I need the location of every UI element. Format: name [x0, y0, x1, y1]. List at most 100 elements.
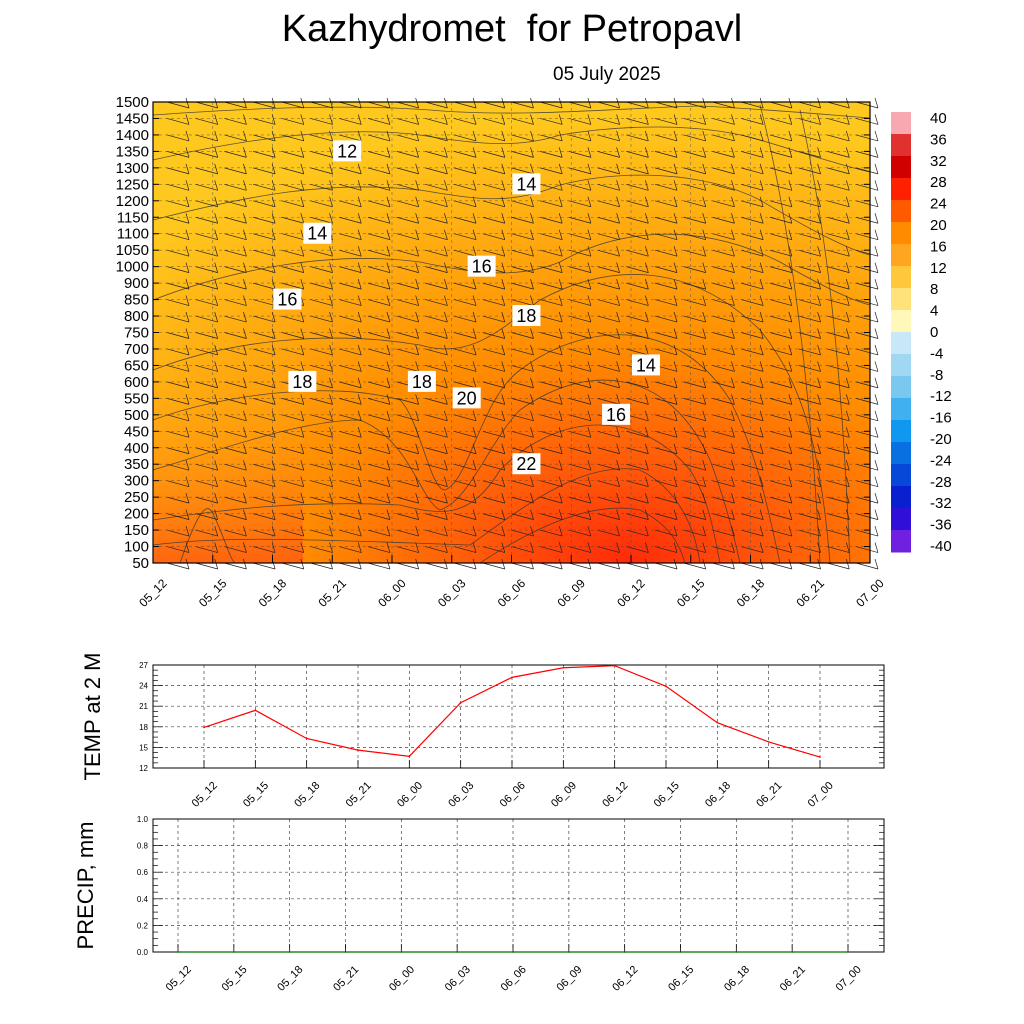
wind-barb-shaft: [855, 496, 879, 504]
wind-barb-shaft: [511, 134, 534, 142]
wind-barb-flag: [845, 328, 850, 339]
wind-barb-flag: [874, 311, 879, 323]
wind-barb-shaft: [453, 134, 477, 142]
wind-barb-flag: [472, 493, 477, 504]
wind-barb-flag: [214, 460, 219, 471]
wind-barb-shaft: [224, 167, 247, 175]
wind-barb-shaft: [453, 546, 477, 553]
wind-barb-flag: [357, 509, 362, 520]
wind-barb-flag: [616, 213, 620, 224]
wind-barb-flag: [702, 262, 707, 273]
wind-barb-flag: [530, 427, 534, 438]
wind-barb-flag: [415, 328, 420, 339]
wind-barb-flag: [357, 443, 362, 454]
wind-barb-shaft: [396, 365, 419, 372]
wind-barb-flag: [673, 147, 678, 158]
wind-barb-shaft: [683, 513, 706, 520]
wind-barb-shaft: [166, 480, 190, 488]
wind-barb-flag: [759, 196, 764, 207]
wind-barb-flag: [185, 394, 190, 405]
wind-barb-shaft: [798, 167, 821, 175]
wind-barb-flag: [874, 180, 879, 191]
wind-barb-shaft: [224, 118, 247, 125]
wind-barb-flag: [558, 443, 563, 454]
wind-barb-flag: [616, 262, 620, 273]
wind-barb-flag: [874, 361, 879, 372]
wind-barb-flag: [386, 114, 391, 125]
wind-barb-flag: [845, 196, 850, 207]
wind-barb-shaft: [396, 249, 419, 257]
wind-barb-shaft: [253, 282, 276, 290]
wind-barb-shaft: [855, 546, 879, 553]
wind-barb-flag: [673, 311, 678, 323]
wind-barb-shaft: [654, 381, 678, 389]
wind-barb-shaft: [396, 118, 419, 125]
wind-barb-flag: [243, 114, 247, 125]
data-point: [613, 664, 616, 667]
wind-barb-shaft: [396, 463, 419, 471]
wind-barb-flag: [530, 279, 534, 290]
heatmap-y-tick-label: 650: [124, 357, 149, 374]
wind-barb-shaft: [827, 430, 850, 438]
wind-barb-shaft: [281, 365, 304, 372]
heatmap-x-tick-label: 06_00: [375, 576, 409, 610]
wind-barb-shaft: [339, 546, 362, 553]
wind-barb-shaft: [827, 398, 850, 405]
wind-barb-shaft: [281, 118, 304, 125]
wind-barb-flag: [616, 229, 620, 240]
colorbar-swatch: [891, 112, 911, 124]
wind-barb-shaft: [253, 398, 276, 405]
x-tick-label: 06_03: [443, 964, 473, 994]
wind-barb-flag: [673, 427, 678, 438]
wind-barb-flag: [472, 542, 477, 553]
wind-barb-flag: [243, 279, 247, 290]
wind-barb-flag: [587, 130, 592, 142]
colorbar-label: -16: [930, 410, 952, 427]
wind-barb-shaft: [482, 134, 505, 142]
wind-barb-flag: [702, 97, 707, 109]
isotherm-line: [479, 507, 686, 564]
wind-barb-shaft: [683, 315, 706, 323]
wind-barb-flag: [329, 344, 333, 356]
colorbar-label: 36: [930, 131, 947, 148]
wind-barb-flag: [673, 163, 678, 174]
wind-barb-shaft: [540, 546, 563, 553]
colorbar-swatch: [891, 266, 911, 278]
wind-barb-flag: [788, 558, 793, 570]
wind-barb-flag: [673, 476, 678, 487]
wind-barb-shaft: [166, 167, 190, 175]
wind-barb-shaft: [166, 365, 190, 372]
wind-barb-flag: [845, 558, 850, 570]
wind-barb-shaft: [281, 151, 304, 158]
wind-barb-flag: [444, 147, 448, 158]
wind-barb-shaft: [281, 249, 304, 257]
wind-barb-shaft: [453, 151, 477, 158]
wind-barb-flag: [702, 476, 707, 487]
wind-barb-flag: [673, 443, 678, 454]
wind-barb-flag: [271, 542, 276, 553]
wind-barb-shaft: [683, 414, 706, 422]
wind-barb-shaft: [511, 447, 534, 455]
wind-barb-shaft: [654, 233, 678, 241]
y-tick-label: 18: [139, 723, 148, 732]
wind-barb-flag: [185, 196, 190, 207]
wind-barb-flag: [243, 344, 247, 356]
wind-barb-shaft: [827, 332, 850, 339]
wind-barb-flag: [817, 97, 821, 109]
wind-barb-flag: [415, 509, 420, 520]
wind-barb-flag: [501, 114, 506, 125]
colorbar-swatch: [891, 189, 911, 201]
wind-barb-flag: [444, 311, 448, 323]
wind-barb-shaft: [195, 167, 218, 175]
wind-barb-flag: [214, 262, 219, 273]
wind-barb-flag: [444, 180, 448, 191]
wind-barb-shaft: [798, 249, 821, 257]
wind-barb-shaft: [166, 134, 190, 142]
wind-barb-shaft: [769, 414, 792, 422]
wind-barb-shaft: [367, 183, 391, 191]
wind-barb-flag: [788, 476, 793, 487]
wind-barb-shaft: [827, 216, 850, 224]
wind-barb-shaft: [827, 480, 850, 488]
wind-barb-flag: [185, 114, 190, 125]
wind-barb-flag: [587, 262, 592, 273]
